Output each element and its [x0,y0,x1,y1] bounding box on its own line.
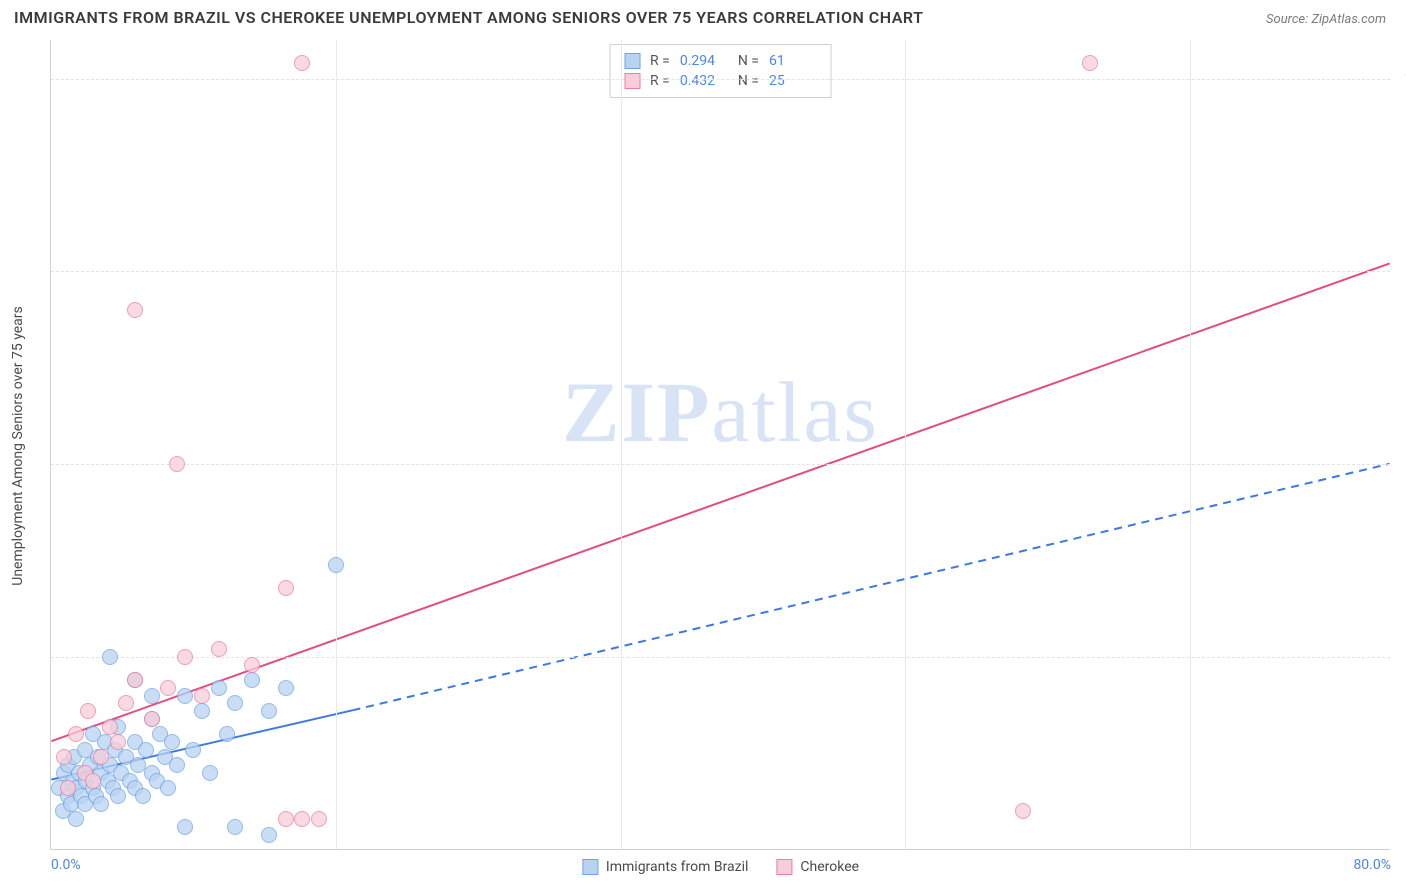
legend-item-brazil: Immigrants from Brazil [582,859,749,875]
scatter-point-brazil [177,688,193,704]
scatter-point-brazil [278,680,294,696]
x-tick-label: 80.0% [1353,857,1391,873]
legend-row-brazil: R = 0.294 N = 61 [624,51,817,71]
swatch-brazil [624,53,640,69]
scatter-point-cherokee [177,649,193,665]
r-value-brazil: 0.294 [680,53,728,69]
scatter-point-brazil [202,765,218,781]
scatter-point-brazil [160,780,176,796]
chart-title: IMMIGRANTS FROM BRAZIL VS CHEROKEE UNEMP… [14,8,923,27]
scatter-point-brazil [211,680,227,696]
n-label: N = [738,53,759,69]
scatter-point-brazil [219,726,235,742]
gridline-vertical [336,40,337,849]
scatter-point-cherokee [160,680,176,696]
scatter-point-cherokee [127,672,143,688]
scatter-point-cherokee [127,302,143,318]
scatter-point-cherokee [278,580,294,596]
scatter-point-cherokee [278,811,294,827]
n-value-brazil: 61 [769,53,817,69]
gridline-vertical [905,40,906,849]
scatter-point-brazil [144,688,160,704]
scatter-point-brazil [68,811,84,827]
scatter-point-brazil [244,672,260,688]
scatter-point-brazil [185,742,201,758]
n-label: N = [738,73,759,89]
gridline-vertical [1190,40,1191,849]
scatter-point-brazil [169,757,185,773]
legend-label-cherokee: Cherokee [800,859,859,875]
scatter-point-cherokee [118,695,134,711]
scatter-point-brazil [328,557,344,573]
scatter-point-cherokee [294,55,310,71]
swatch-cherokee [624,73,640,89]
scatter-point-cherokee [1082,55,1098,71]
swatch-brazil [582,859,598,875]
scatter-point-cherokee [93,749,109,765]
chart-area: ZIPatlas R = 0.294 N = 61 R = 0.432 N = … [50,40,1390,850]
correlation-legend: R = 0.294 N = 61 R = 0.432 N = 25 [609,44,832,98]
swatch-cherokee [776,859,792,875]
scatter-point-brazil [227,819,243,835]
source-prefix: Source: [1266,12,1311,27]
scatter-point-cherokee [211,641,227,657]
scatter-point-brazil [93,796,109,812]
scatter-point-cherokee [144,711,160,727]
scatter-point-cherokee [80,703,96,719]
trend-line-dashed-brazil [352,464,1389,711]
scatter-point-brazil [102,649,118,665]
scatter-point-brazil [164,734,180,750]
x-tick-label: 0.0% [51,857,81,873]
scatter-point-brazil [227,695,243,711]
watermark-bold: ZIP [562,364,711,460]
scatter-point-brazil [135,788,151,804]
gridline-vertical [621,40,622,849]
scatter-point-cherokee [110,734,126,750]
scatter-point-brazil [261,827,277,843]
scatter-point-brazil [261,703,277,719]
scatter-point-cherokee [56,749,72,765]
scatter-point-cherokee [68,726,84,742]
scatter-point-cherokee [244,657,260,673]
scatter-point-cherokee [194,688,210,704]
scatter-point-cherokee [169,456,185,472]
n-value-cherokee: 25 [769,73,817,89]
scatter-point-brazil [138,742,154,758]
scatter-point-brazil [177,819,193,835]
scatter-point-cherokee [102,719,118,735]
source-attribution: Source: ZipAtlas.com [1266,12,1386,27]
plot-region: ZIPatlas R = 0.294 N = 61 R = 0.432 N = … [50,40,1390,850]
legend-row-cherokee: R = 0.432 N = 25 [624,71,817,91]
r-label: R = [650,73,670,89]
scatter-point-brazil [110,788,126,804]
scatter-point-cherokee [60,780,76,796]
scatter-point-brazil [194,703,210,719]
source-name: ZipAtlas.com [1311,12,1386,27]
scatter-point-cherokee [1015,803,1031,819]
r-value-cherokee: 0.432 [680,73,728,89]
series-legend: Immigrants from Brazil Cherokee [582,859,859,875]
watermark-light: atlas [711,364,879,460]
y-axis-title: Unemployment Among Seniors over 75 years [10,306,26,586]
scatter-point-cherokee [294,811,310,827]
legend-label-brazil: Immigrants from Brazil [606,859,749,875]
legend-item-cherokee: Cherokee [776,859,859,875]
scatter-point-cherokee [311,811,327,827]
watermark: ZIPatlas [562,362,879,462]
r-label: R = [650,53,670,69]
scatter-point-cherokee [85,773,101,789]
